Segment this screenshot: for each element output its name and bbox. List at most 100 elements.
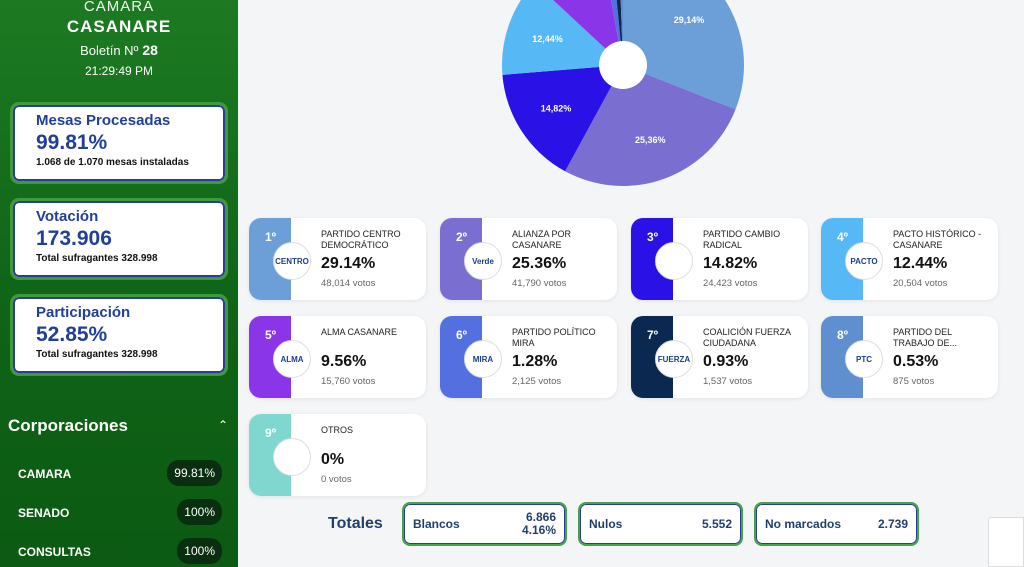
main-content: 29,14%25,36%14,82%12,44%9,56% 1ºCENTROPA… bbox=[238, 0, 1024, 567]
card-title: Votación bbox=[36, 208, 99, 225]
nulos-label: Nulos bbox=[589, 517, 623, 531]
party-rank: 9º bbox=[265, 426, 277, 440]
pie-slice[interactable] bbox=[502, 0, 623, 75]
card-mesas-procesadas: Mesas Procesadas 99.81% 1.068 de 1.070 m… bbox=[10, 102, 228, 184]
party-name: Otros bbox=[321, 425, 354, 435]
party-name: PARTIDO POLÍTICO MIRA bbox=[512, 327, 596, 348]
corporacion-item-senado[interactable]: SENADO 100% bbox=[18, 499, 222, 525]
card-value: 52.85% bbox=[36, 323, 108, 346]
party-card[interactable]: 4º PACTO PACTO HISTÓRICO - CASANARE 12.44% 2… bbox=[821, 218, 998, 300]
corporacion-name: CONSULTAS bbox=[18, 545, 91, 559]
party-card[interactable]: 1º CENTRO PARTIDO CENTRO DEMOCRÁTICO 29.14%… bbox=[249, 218, 426, 300]
card-value: 99.81% bbox=[36, 131, 108, 154]
party-pct: 12.44% bbox=[893, 255, 948, 272]
blancos-box: Blancos 6.866 4.16% bbox=[402, 502, 567, 546]
card-votacion: Votación 173.906 Total sufragantes 328.9… bbox=[10, 198, 228, 280]
blancos-value: 6.866 bbox=[525, 510, 556, 524]
department-name: CASANARE bbox=[66, 17, 172, 36]
corporacion-pct: 99.81% bbox=[167, 460, 222, 486]
pie-slice[interactable] bbox=[619, 0, 623, 65]
party-rank: 3º bbox=[647, 230, 659, 244]
party-card[interactable]: 8º PTC PARTIDO DEL TRABAJO DE... 0.53% 875 v… bbox=[821, 316, 998, 398]
party-card[interactable]: 5º ALMA ALMA CASANARE 9.56% 15,760 votos bbox=[249, 316, 426, 398]
corporaciones-title[interactable]: Corporaciones bbox=[8, 416, 128, 435]
party-name: ALIANZA POR CASANARE bbox=[512, 229, 572, 250]
party-votes: 875 votos bbox=[893, 376, 935, 387]
chevron-up-icon[interactable]: ⌃ bbox=[218, 418, 229, 432]
party-votes: 20,504 votos bbox=[893, 278, 948, 289]
party-pct: 25.36% bbox=[512, 255, 567, 272]
no-marcados-box: No marcados 2.739 bbox=[754, 502, 919, 546]
party-votes: 41,790 votos bbox=[512, 278, 567, 289]
sidebar-header: CAMARA CASANARE Boletín Nº 28 21:29:49 PM bbox=[0, 0, 238, 78]
pie-slice[interactable] bbox=[623, 0, 744, 110]
party-rank: 2º bbox=[456, 230, 468, 244]
party-votes: 0 votos bbox=[321, 474, 352, 485]
nulos-box: Nulos 5.552 bbox=[578, 502, 743, 546]
corporation-name: CAMARA bbox=[83, 0, 155, 15]
corporacion-item-consultas[interactable]: CONSULTAS 100% bbox=[18, 538, 222, 564]
corporacion-item-camara[interactable]: CAMARA 99.81% bbox=[18, 460, 222, 486]
party-card[interactable]: 2º Verde ALIANZA POR CASANARE 25.36% 41,790 … bbox=[440, 218, 617, 300]
party-logo: PTC bbox=[845, 340, 883, 378]
boletin-label: Boletín Nº bbox=[80, 43, 139, 58]
no-marcados-label: No marcados bbox=[765, 517, 842, 531]
card-sub: 1.068 de 1.070 mesas instaladas bbox=[36, 157, 189, 168]
party-logo: ALMA bbox=[273, 340, 311, 378]
party-rank: 4º bbox=[837, 230, 849, 244]
party-name: ALMA CASANARE bbox=[321, 327, 398, 337]
party-pct: 0.53% bbox=[893, 353, 939, 370]
pie-slice[interactable] bbox=[502, 65, 623, 172]
recaptcha-badge[interactable] bbox=[988, 517, 1024, 567]
card-value: 173.906 bbox=[36, 227, 112, 250]
party-rank: 7º bbox=[647, 328, 659, 342]
party-rank: 6º bbox=[456, 328, 468, 342]
party-votes: 24,423 votos bbox=[703, 278, 758, 289]
pie-label: 14,82% bbox=[541, 104, 572, 114]
party-name: COALICIÓN FUERZA CIUDADANA bbox=[703, 327, 791, 348]
corporacion-pct: 100% bbox=[177, 499, 222, 525]
party-rank: 1º bbox=[265, 230, 277, 244]
party-votes: 1,537 votos bbox=[703, 376, 753, 387]
pie-label: 12,44% bbox=[532, 34, 563, 44]
party-logo bbox=[273, 438, 311, 476]
blancos-label: Blancos bbox=[413, 517, 460, 531]
party-card[interactable]: 6º MIRA PARTIDO POLÍTICO MIRA 1.28% 2,125 vo… bbox=[440, 316, 617, 398]
party-name: PACTO HISTÓRICO - CASANARE bbox=[893, 229, 982, 250]
boletin: Boletín Nº 28 bbox=[0, 42, 238, 58]
nulos-value: 5.552 bbox=[701, 517, 732, 531]
party-votes: 15,760 votos bbox=[321, 376, 376, 387]
party-card[interactable]: 7º FUERZA COALICIÓN FUERZA CIUDADANA 0.93% 1… bbox=[631, 316, 808, 398]
party-pct: 1.28% bbox=[512, 353, 558, 370]
no-marcados-value: 2.739 bbox=[877, 517, 908, 531]
party-pct: 9.56% bbox=[321, 353, 367, 370]
pie-hole bbox=[599, 41, 647, 89]
boletin-number: 28 bbox=[142, 42, 158, 58]
corporacion-name: CAMARA bbox=[18, 467, 72, 481]
party-votes: 2,125 votos bbox=[512, 376, 562, 387]
party-votes: 48,014 votos bbox=[321, 278, 376, 289]
corporacion-name: SENADO bbox=[18, 506, 70, 520]
card-title: Participación bbox=[36, 304, 131, 321]
party-pct: 0.93% bbox=[703, 353, 749, 370]
party-name: PARTIDO CENTRO DEMOCRÁTICO bbox=[321, 229, 401, 250]
card-participacion: Participación 52.85% Total sufragantes 3… bbox=[10, 294, 228, 376]
party-name: PARTIDO DEL TRABAJO DE... bbox=[893, 327, 958, 348]
rank-band: 8º bbox=[821, 316, 863, 398]
party-card[interactable]: 9º Otros 0% 0 votos bbox=[249, 414, 426, 496]
sidebar: CAMARA CASANARE Boletín Nº 28 21:29:49 PM… bbox=[0, 0, 238, 567]
pie-slice[interactable] bbox=[534, 0, 623, 65]
boletin-time: 21:29:49 PM bbox=[84, 64, 154, 78]
party-logo: PACTO bbox=[845, 242, 883, 280]
party-logo: CENTRO bbox=[273, 242, 311, 280]
card-sub: Total sufragantes 328.998 bbox=[36, 253, 158, 264]
party-logo: Verde bbox=[464, 242, 502, 280]
card-title: Mesas Procesadas bbox=[36, 112, 171, 129]
party-logo: FUERZA bbox=[655, 340, 693, 378]
pie-label: 29,14% bbox=[674, 15, 705, 25]
pie-slice[interactable] bbox=[565, 65, 736, 186]
party-card[interactable]: 3º PARTIDO CAMBIO RADICAL 14.82% 24,423 vot… bbox=[631, 218, 808, 300]
party-pct: 29.14% bbox=[321, 255, 376, 272]
party-name: PARTIDO CAMBIO RADICAL bbox=[703, 229, 781, 250]
corporacion-pct: 100% bbox=[177, 538, 222, 564]
